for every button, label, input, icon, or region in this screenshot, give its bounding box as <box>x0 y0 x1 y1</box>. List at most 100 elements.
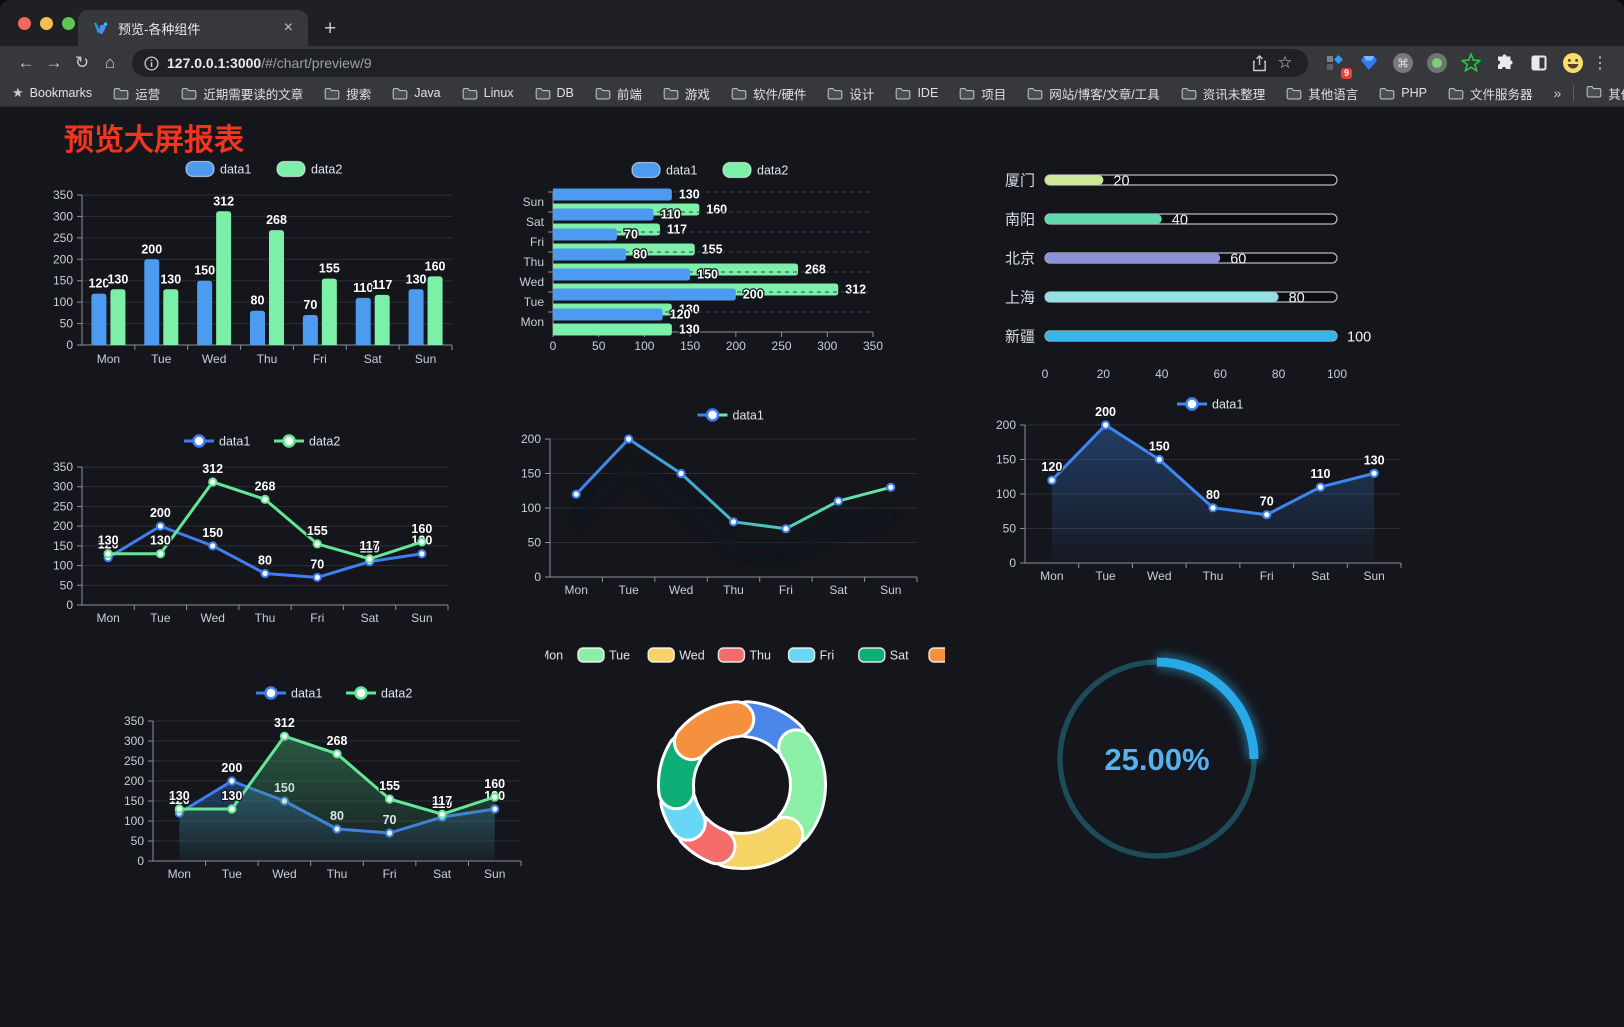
browser-tab[interactable]: 预览-各种组件 × <box>78 10 308 46</box>
svg-text:Sun: Sun <box>523 195 544 209</box>
svg-text:上海: 上海 <box>1005 290 1035 307</box>
split-screen-extension-icon[interactable] <box>1526 50 1552 76</box>
svg-text:130: 130 <box>107 272 128 286</box>
bookmark-folder-运营[interactable]: 运营 <box>113 84 160 103</box>
svg-text:Wed: Wed <box>1147 569 1171 583</box>
svg-text:200: 200 <box>221 761 242 775</box>
svg-text:130: 130 <box>679 303 700 317</box>
bookmarks-divider <box>1573 85 1575 101</box>
address-bar[interactable]: 127.0.0.1:3000/#/chart/preview/9 ☆ <box>132 49 1308 77</box>
share-icon[interactable] <box>1246 50 1272 76</box>
bookmark-folder-Java[interactable]: Java <box>392 86 441 100</box>
other-bookmarks-folder[interactable]: 其他书签 <box>1586 84 1624 103</box>
gem-extension-icon[interactable] <box>1356 50 1382 76</box>
green-star-extension-icon[interactable] <box>1458 50 1484 76</box>
home-icon[interactable]: ⌂ <box>104 53 116 72</box>
bookmarks-manager-item[interactable]: ★ Bookmarks <box>12 85 92 101</box>
bookmark-folder-搜索[interactable]: 搜索 <box>324 84 371 103</box>
svg-text:北京: 北京 <box>1005 251 1035 268</box>
bookmark-folder-设计[interactable]: 设计 <box>827 84 874 103</box>
emoji-extension-icon[interactable] <box>1560 50 1586 76</box>
svg-text:Wed: Wed <box>202 352 226 366</box>
bookmark-folder-Linux[interactable]: Linux <box>462 86 514 100</box>
svg-text:Fri: Fri <box>310 611 324 625</box>
site-info-icon[interactable] <box>144 55 159 71</box>
svg-text:Wed: Wed <box>669 583 693 597</box>
bookmark-folder-IDE[interactable]: IDE <box>895 86 938 100</box>
svg-text:120: 120 <box>670 308 691 322</box>
chart-gradient-line[interactable]: data1 0 50 100 150 200 Mon Tue Wed Thu Fri Sat Sun <box>495 399 925 617</box>
svg-text:100: 100 <box>1347 330 1371 346</box>
minimize-window-button[interactable] <box>40 17 53 30</box>
svg-text:70: 70 <box>303 298 317 312</box>
chart-city-progress-bars[interactable]: 厦门 20 南阳 40 北京 60 上海 80 新疆 100 0 20 40 60 80 100 <box>985 152 1410 397</box>
bookmark-folder-项目[interactable]: 项目 <box>959 84 1006 103</box>
svg-text:0: 0 <box>534 570 541 584</box>
puzzle-extension-icon[interactable] <box>1492 50 1518 76</box>
svg-text:100: 100 <box>53 559 73 573</box>
bookmark-folder-资讯未整理[interactable]: 资讯未整理 <box>1181 84 1265 103</box>
browser-menu-icon[interactable]: ⋮ <box>1592 55 1608 72</box>
command-extension-icon[interactable]: ⌘ <box>1390 50 1416 76</box>
svg-text:200: 200 <box>53 252 73 266</box>
chart-grouped-horizontal-bar[interactable]: data1 data2 0 50 100 150 200 250 300 350 Sun 130 160… <box>495 152 925 374</box>
svg-text:150: 150 <box>680 339 700 353</box>
bookmarks-bar: ★ Bookmarks 运营 近期需要读的文章 搜索 Java Linux DB 前端 游戏 软… <box>0 80 1624 107</box>
extension-grid-icon[interactable]: 9 <box>1322 50 1352 79</box>
bookmark-folder-近期需要读的文章[interactable]: 近期需要读的文章 <box>181 84 303 103</box>
chart-two-series-area-line[interactable]: data1 data2 0 50 100 150 200 250 300 350 Mon Tue Wed… <box>95 677 535 895</box>
tab-close-icon[interactable]: × <box>283 19 293 36</box>
bookmark-star-icon[interactable]: ☆ <box>1277 53 1293 72</box>
bookmark-folder-其他语言[interactable]: 其他语言 <box>1286 84 1358 103</box>
chart-area-line[interactable]: data1 0 50 100 150 200 Mon Tue Wed Thu Fri Sat Sun 12… <box>975 391 1407 603</box>
svg-text:Mon: Mon <box>96 611 119 625</box>
svg-text:data1: data1 <box>1212 398 1243 412</box>
svg-text:250: 250 <box>124 754 144 768</box>
bookmark-folder-软件/硬件[interactable]: 软件/硬件 <box>731 84 806 103</box>
svg-text:80: 80 <box>633 248 647 262</box>
back-icon[interactable]: ← <box>17 53 35 72</box>
chart-canvas: data1 0 50 100 150 200 Mon Tue Wed Thu Fri Sat Sun <box>521 408 918 597</box>
svg-text:厦门: 厦门 <box>1005 173 1035 190</box>
svg-text:130: 130 <box>160 272 181 286</box>
bookmark-folder-label: DB <box>556 86 574 100</box>
bookmark-folder-游戏[interactable]: 游戏 <box>663 84 710 103</box>
chart-grouped-bar[interactable]: data1 data2 0 50 100 150 200 250 300 350 Mon 120 130… <box>30 149 460 379</box>
svg-text:312: 312 <box>213 194 234 208</box>
svg-text:150: 150 <box>53 274 73 288</box>
chart-canvas: data1 data2 0 50 100 150 200 250 300 350 Sun 130 160… <box>520 161 883 353</box>
chart-two-series-line[interactable]: data1 data2 0 50 100 150 200 250 300 350 Mon Tue Wed… <box>30 425 460 640</box>
zoom-window-button[interactable] <box>62 17 75 30</box>
bookmark-folder-PHP[interactable]: PHP <box>1379 86 1427 100</box>
close-window-button[interactable] <box>18 17 31 30</box>
svg-text:data1: data1 <box>733 409 764 423</box>
bookmark-folder-网站/博客/文章/工具[interactable]: 网站/博客/文章/工具 <box>1027 84 1160 103</box>
svg-text:70: 70 <box>1260 495 1274 509</box>
new-tab-button[interactable]: + <box>324 17 337 40</box>
svg-text:160: 160 <box>484 777 505 791</box>
forward-icon[interactable]: → <box>45 53 63 72</box>
bookmark-folder-文件服务器[interactable]: 文件服务器 <box>1448 84 1532 103</box>
svg-text:130: 130 <box>221 789 242 803</box>
reload-icon[interactable]: ↻ <box>74 53 90 72</box>
svg-text:350: 350 <box>53 188 73 202</box>
svg-text:0: 0 <box>550 339 557 353</box>
bookmark-folder-DB[interactable]: DB <box>535 86 574 100</box>
svg-text:155: 155 <box>319 262 340 276</box>
svg-text:data1: data1 <box>291 687 322 701</box>
url-text[interactable]: 127.0.0.1:3000/#/chart/preview/9 <box>167 55 372 71</box>
bookmarks-overflow-chevron[interactable]: » <box>1553 85 1562 101</box>
chart-gauge[interactable]: 25.00% <box>1040 647 1280 872</box>
svg-text:Sun: Sun <box>415 352 436 366</box>
svg-text:120: 120 <box>1041 460 1062 474</box>
bookmark-folder-前端[interactable]: 前端 <box>595 84 642 103</box>
svg-text:Thu: Thu <box>327 867 348 881</box>
svg-text:200: 200 <box>150 506 171 520</box>
folder-icon <box>827 87 843 100</box>
svg-text:Tue: Tue <box>619 583 640 597</box>
recorder-extension-icon[interactable] <box>1424 50 1450 76</box>
svg-text:Fri: Fri <box>530 235 544 249</box>
svg-text:Thu: Thu <box>255 611 276 625</box>
svg-text:110: 110 <box>1310 467 1330 481</box>
